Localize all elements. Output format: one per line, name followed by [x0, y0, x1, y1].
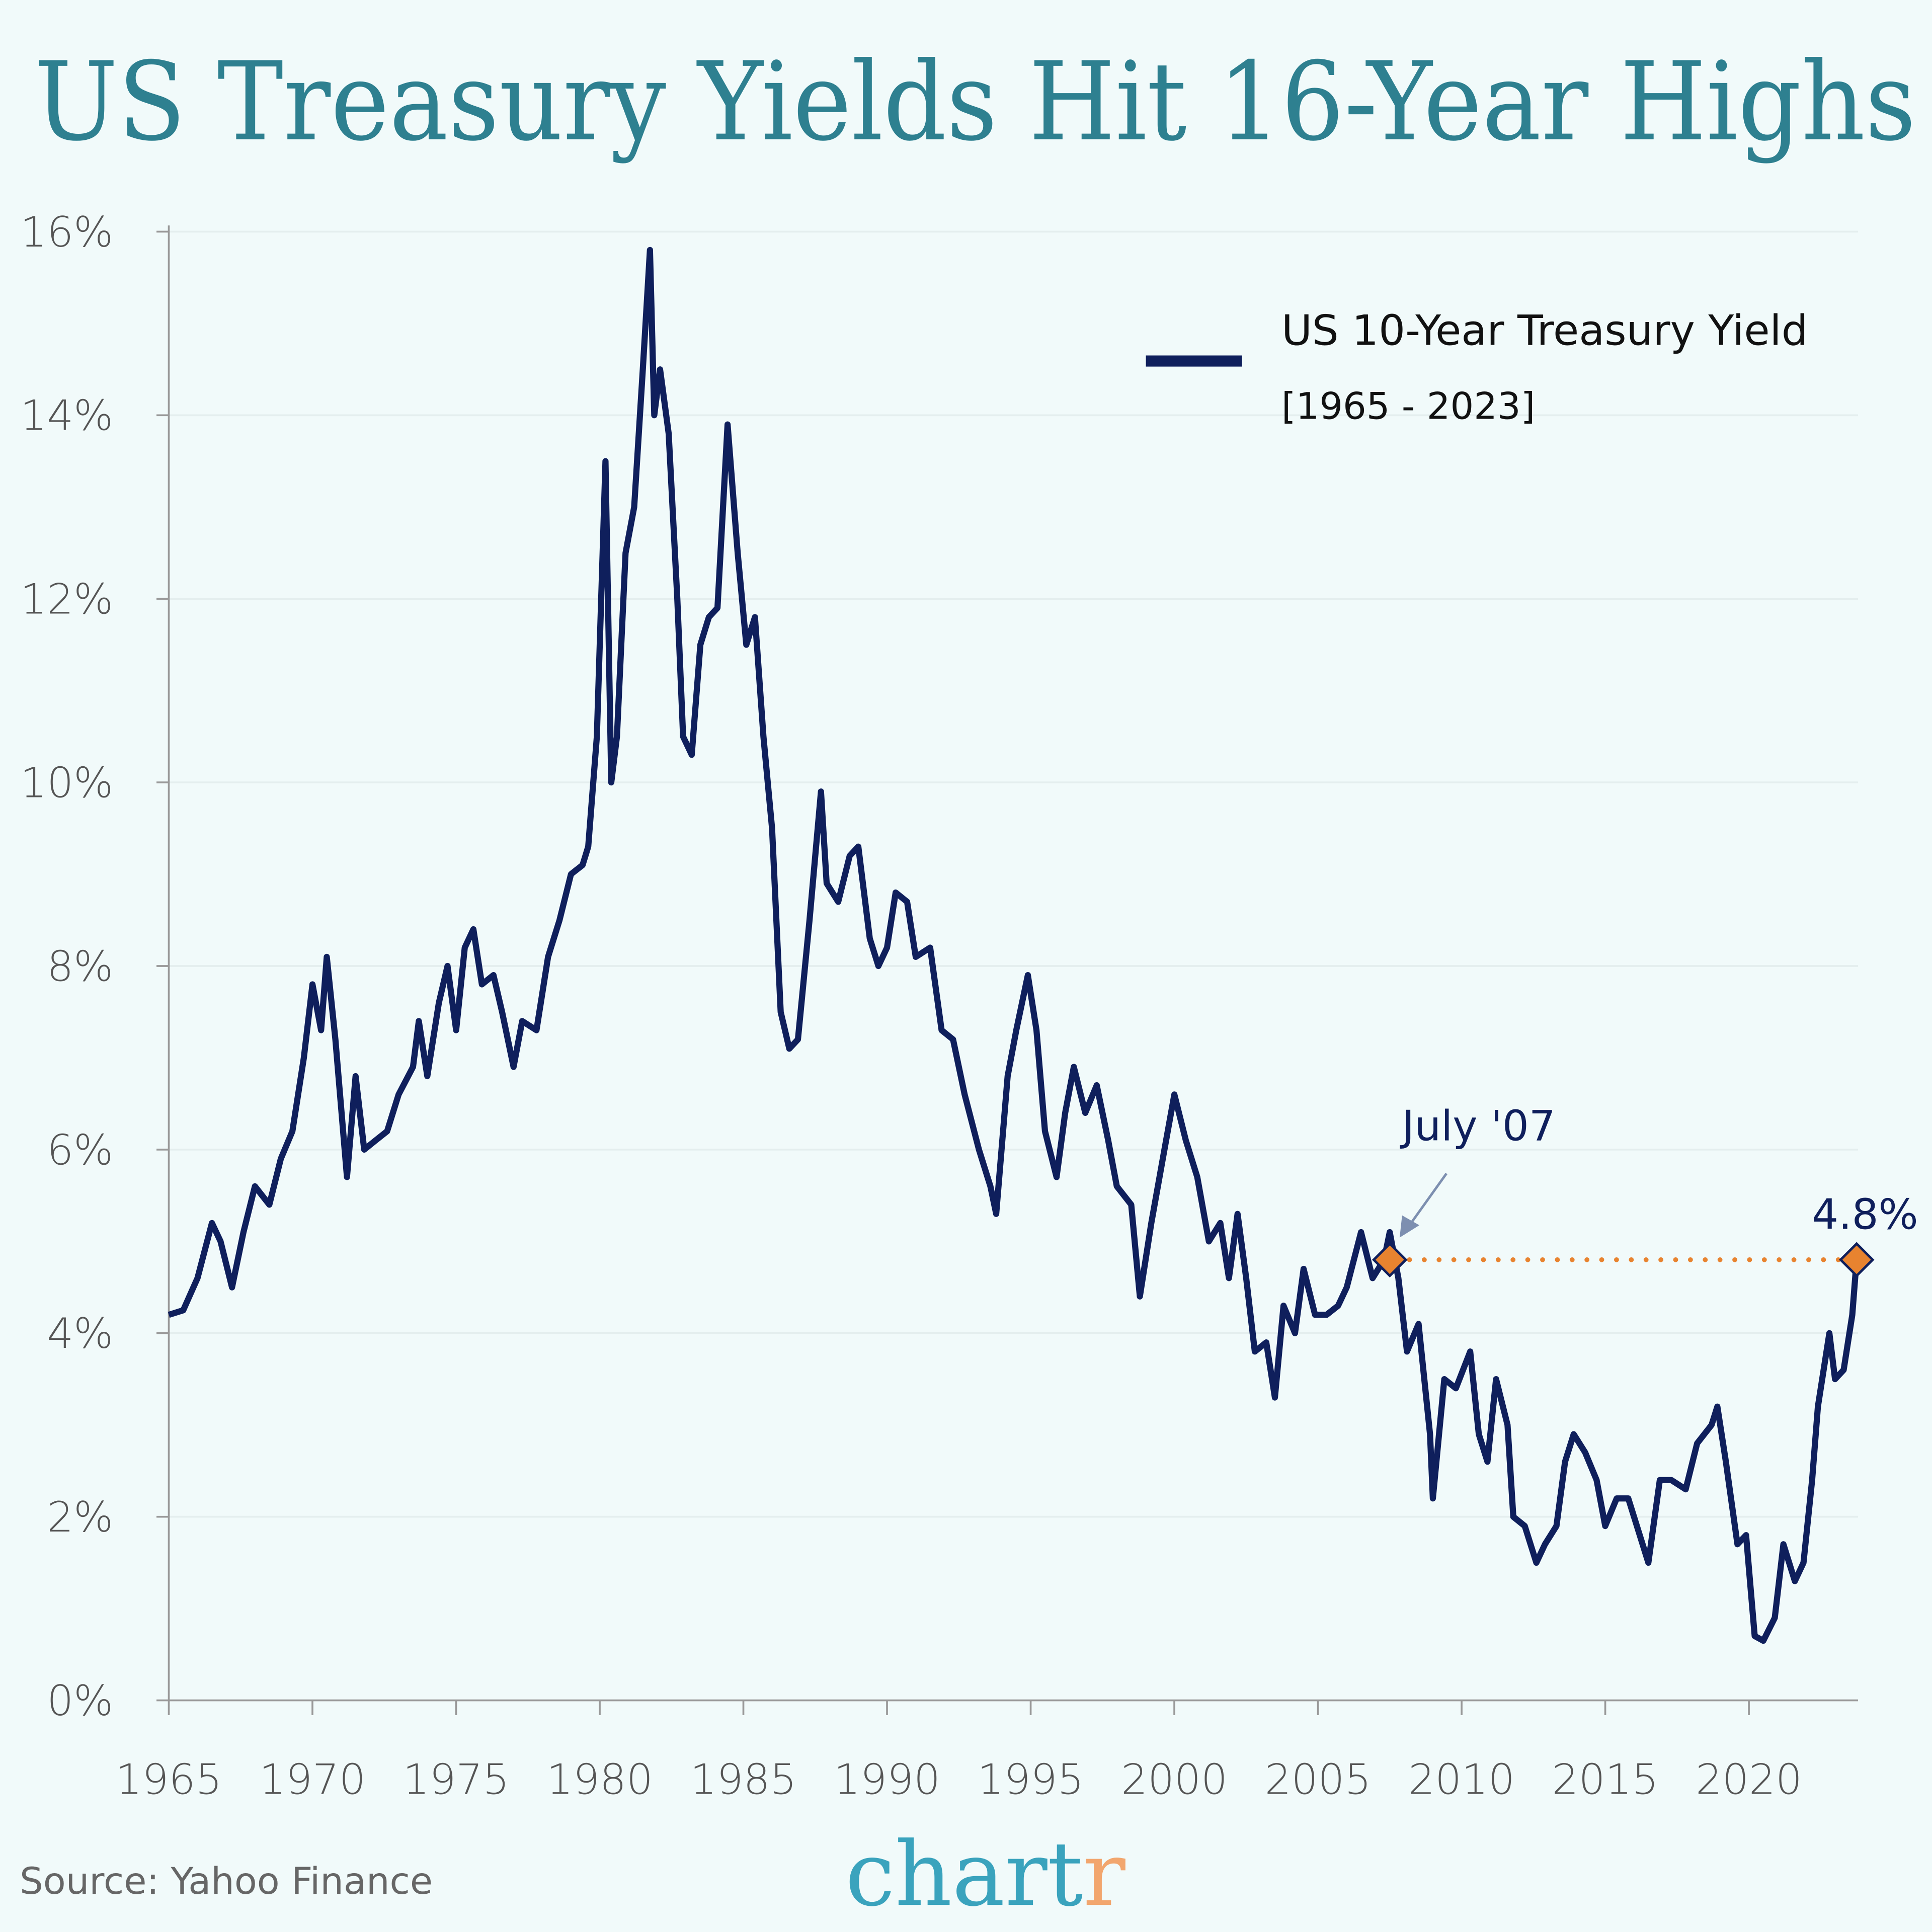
x-tick-label: 1995: [978, 1755, 1084, 1804]
y-axis-ticks: 0% 2% 4% 6% 8% 10% 12% 14% 16%: [20, 208, 169, 1725]
y-tick-label: 2%: [47, 1493, 113, 1542]
y-tick-label: 16%: [20, 208, 113, 257]
x-tick-label: 1990: [834, 1755, 940, 1804]
logo-accent: r: [1083, 1822, 1126, 1926]
legend: US 10-Year Treasury Yield [1965 - 2023]: [1146, 306, 1808, 428]
chartr-logo: chartr: [845, 1822, 1126, 1926]
annotation-latest-value: 4.8%: [1812, 1190, 1918, 1239]
x-tick-label: 2010: [1408, 1755, 1515, 1804]
y-tick-label: 6%: [47, 1125, 113, 1174]
chart-title: US Treasury Yields Hit 16-Year Highs: [35, 39, 1916, 165]
legend-subtitle: [1965 - 2023]: [1281, 385, 1535, 428]
x-tick-label: 2005: [1265, 1755, 1372, 1804]
marker-diamond-latest: [1838, 1242, 1875, 1278]
x-tick-label: 1970: [259, 1755, 366, 1804]
logo-main: chart: [845, 1822, 1083, 1926]
annotation-arrow: [1408, 1172, 1447, 1226]
y-tick-label: 14%: [20, 391, 113, 440]
x-tick-label: 1985: [690, 1755, 797, 1804]
source-note: Source: Yahoo Finance: [20, 1860, 433, 1903]
y-tick-label: 12%: [20, 575, 113, 624]
x-tick-label: 2020: [1696, 1755, 1802, 1804]
y-tick-label: 4%: [47, 1309, 113, 1358]
legend-label: US 10-Year Treasury Yield: [1281, 306, 1808, 355]
marker-diamond-july-07: [1372, 1242, 1408, 1278]
x-tick-label: 2015: [1552, 1755, 1659, 1804]
y-tick-label: 0%: [47, 1676, 113, 1725]
x-axis-ticks: 1965 1970 1975 1980 1985 1990 1995 2000 2005 2010…: [116, 1700, 1802, 1804]
y-tick-label: 8%: [47, 942, 113, 991]
x-tick-label: 1975: [403, 1755, 510, 1804]
x-tick-label: 2000: [1121, 1755, 1228, 1804]
axes: [168, 225, 1859, 1702]
x-tick-label: 1965: [116, 1755, 222, 1804]
series-line-us-10-year-yield: [168, 247, 1860, 1644]
y-tick-label: 10%: [20, 758, 113, 807]
annotation-july-07: July '07: [1400, 1101, 1556, 1150]
annotation-arrowhead: [1399, 1215, 1420, 1238]
x-tick-label: 1980: [546, 1755, 653, 1804]
annotations: July '07 4.8%: [1372, 1101, 1918, 1278]
